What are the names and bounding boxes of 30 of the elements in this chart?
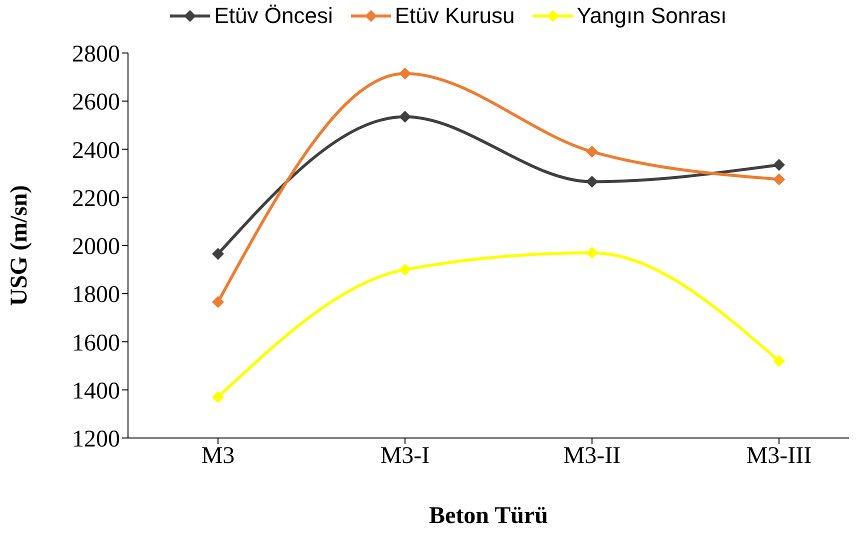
point xyxy=(399,264,411,276)
x-axis-title: Beton Türü xyxy=(429,503,548,529)
x-tick-label: M3-II xyxy=(563,443,621,470)
point xyxy=(212,248,224,260)
y-tick-label: 2800 xyxy=(72,42,120,68)
y-tick-label: 2600 xyxy=(72,90,120,116)
legend-label: Etüv Öncesi xyxy=(214,3,333,29)
point xyxy=(586,176,598,188)
point xyxy=(773,173,785,186)
legend-label: Etüv Kurusu xyxy=(394,3,515,29)
y-tick-label: 2200 xyxy=(72,186,120,212)
y-axis-title: USG (m/sn) xyxy=(6,185,33,306)
y-tick-label: 1400 xyxy=(72,378,120,404)
y-tick-label: 1800 xyxy=(72,282,120,308)
legend-label: Yangın Sonrası xyxy=(576,3,727,29)
point xyxy=(399,110,411,123)
y-tick-label: 1600 xyxy=(72,330,120,356)
point xyxy=(586,246,598,259)
x-tick-label: M3-I xyxy=(380,443,430,470)
y-tick-label: 2400 xyxy=(72,138,120,164)
y-tick-label: 1200 xyxy=(72,426,120,453)
point xyxy=(212,391,224,404)
point xyxy=(399,67,411,80)
x-tick-label: M3 xyxy=(201,443,235,470)
x-tick-label: M3-III xyxy=(746,443,812,470)
point xyxy=(212,296,224,308)
y-tick-label: 2000 xyxy=(72,234,120,260)
point xyxy=(773,355,785,367)
point xyxy=(773,158,785,171)
point xyxy=(586,146,598,158)
